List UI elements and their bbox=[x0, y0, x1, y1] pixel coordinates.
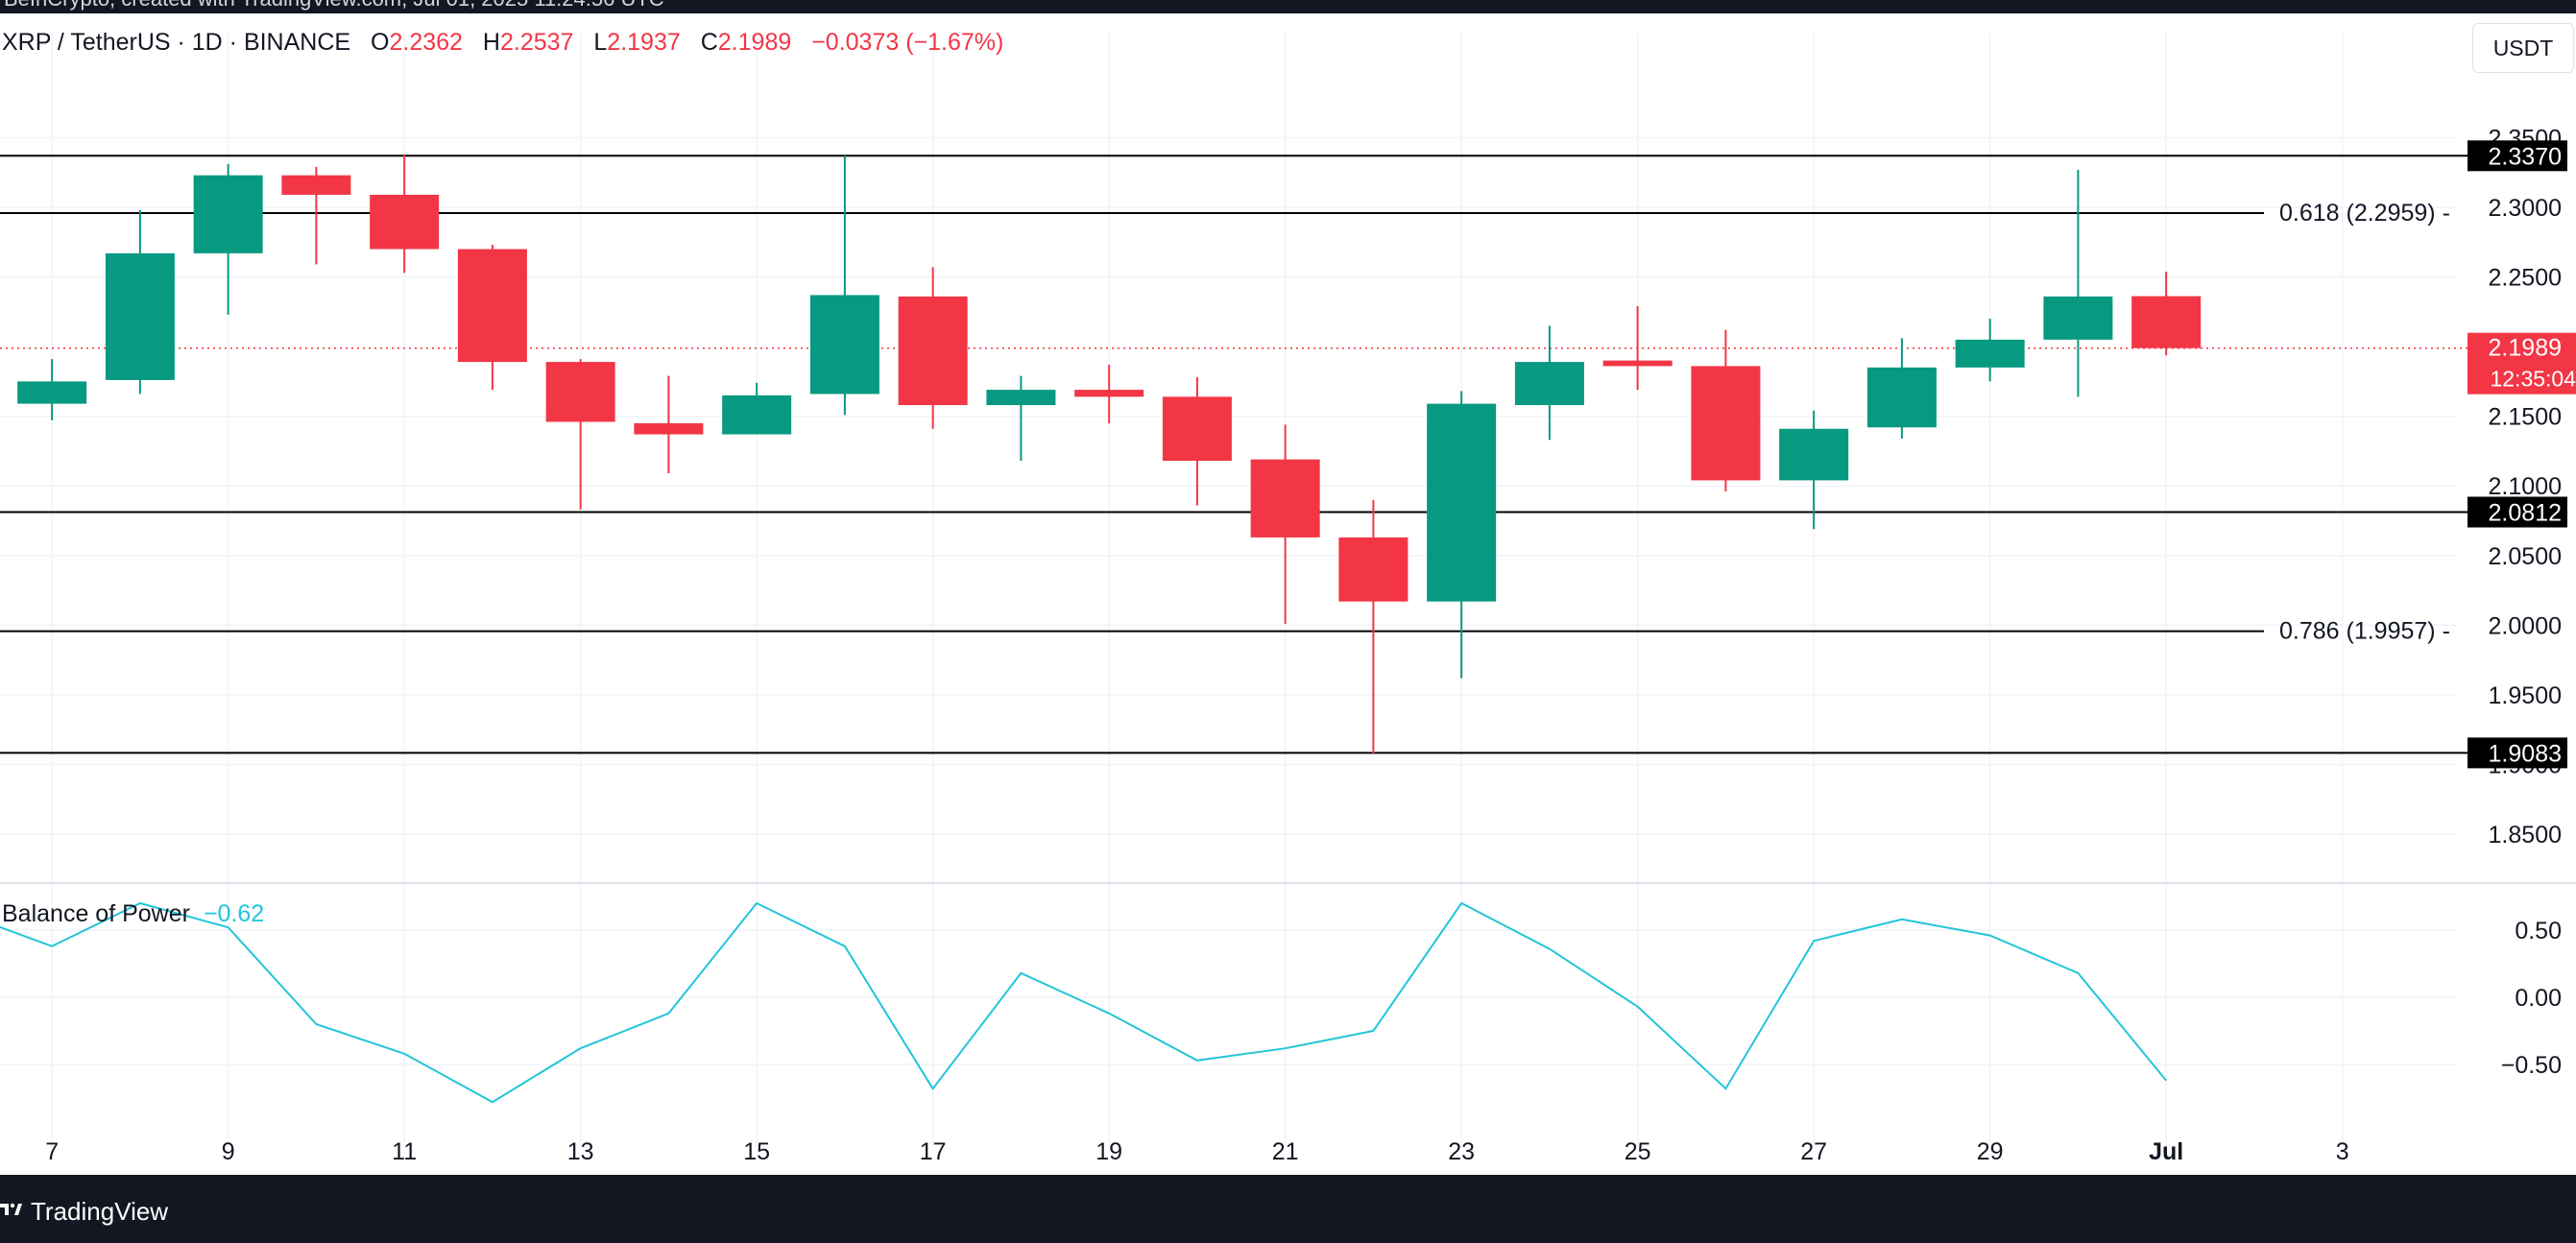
price-tick-label: 2.1000 bbox=[2489, 473, 2562, 500]
time-tick-label: 7 bbox=[45, 1138, 59, 1165]
candle-body bbox=[193, 175, 263, 253]
time-tick-label: 19 bbox=[1095, 1138, 1122, 1165]
low-label: L bbox=[593, 29, 608, 56]
price-tick-label: 1.9500 bbox=[2489, 682, 2562, 709]
time-axis: 7 9 11 13 15 17 19 21 23 25 27 29 Jul 3 bbox=[45, 1138, 2348, 1165]
candle-body bbox=[634, 422, 704, 435]
fib-level-label: 0.618 (2.2959) - bbox=[2279, 200, 2450, 227]
candle-body bbox=[1514, 362, 1584, 406]
fib-level-label: 0.786 (1.9957) - bbox=[2279, 618, 2450, 645]
time-tick-label: 3 bbox=[2336, 1138, 2349, 1165]
candle-body bbox=[1074, 390, 1144, 397]
open-value: 2.2362 bbox=[389, 29, 463, 56]
tradingview-brand[interactable]: TradingView bbox=[31, 1197, 169, 1226]
candle-body bbox=[545, 362, 615, 422]
price-tick-label: 1.8500 bbox=[2489, 822, 2562, 849]
time-tick-label: 27 bbox=[1800, 1138, 1827, 1165]
price-tick-label: 2.3000 bbox=[2489, 195, 2562, 222]
level-badge bbox=[2468, 496, 2567, 528]
price-tick-label: 2.2500 bbox=[2489, 265, 2562, 292]
time-tick-label: 15 bbox=[743, 1138, 770, 1165]
high-value: 2.2537 bbox=[499, 29, 574, 56]
change-value: −0.0373 (−1.67%) bbox=[811, 29, 1004, 56]
bop-tick-label: 0.00 bbox=[2515, 985, 2562, 1012]
candle-body bbox=[722, 394, 792, 435]
candle-body bbox=[1866, 367, 1937, 428]
time-tick-label: 21 bbox=[1272, 1138, 1299, 1165]
symbol-legend: XRP / TetherUS · 1D · BINANCE O2.2362 H2… bbox=[2, 29, 1017, 57]
countdown-text: 12:35:04 bbox=[2490, 367, 2576, 392]
chart-canvas[interactable]: 0.618 (2.2959) -0.786 (1.9957) - 2.35002… bbox=[0, 13, 2576, 1175]
price-tick-label: 2.0500 bbox=[2489, 543, 2562, 570]
time-tick-label: 29 bbox=[1977, 1138, 2004, 1165]
price-tick-label: 2.1500 bbox=[2489, 404, 2562, 431]
footer-bar: TradingView bbox=[0, 1175, 2576, 1243]
candle-body bbox=[1338, 537, 1408, 602]
candle-body bbox=[17, 381, 87, 404]
close-label: C bbox=[700, 29, 718, 56]
current-price-badge bbox=[2468, 332, 2576, 394]
tradingview-logo-icon bbox=[0, 1203, 22, 1215]
candle-body bbox=[2131, 296, 2202, 348]
candle-body bbox=[1955, 339, 2025, 368]
candle-body bbox=[809, 295, 879, 394]
candle-body bbox=[1162, 396, 1232, 462]
time-tick-label: 23 bbox=[1448, 1138, 1475, 1165]
candle-body bbox=[370, 194, 440, 250]
candle-body bbox=[1427, 403, 1497, 602]
watermark-text: BeInCrypto, created with TradingView.com… bbox=[4, 0, 664, 12]
level-badge-text: 1.9083 bbox=[2489, 740, 2562, 767]
close-value: 2.1989 bbox=[717, 29, 792, 56]
bop-tick-label: 0.50 bbox=[2515, 918, 2562, 944]
bop-tick-label: −0.50 bbox=[2501, 1052, 2562, 1079]
balance-of-power-pane bbox=[0, 901, 2167, 1104]
current-price-text: 2.1989 bbox=[2489, 335, 2562, 362]
level-badge bbox=[2468, 737, 2567, 769]
candle-body bbox=[105, 252, 175, 380]
low-value: 2.1937 bbox=[607, 29, 681, 56]
candle-body bbox=[1779, 428, 1849, 481]
horizontal-levels: 0.618 (2.2959) - 0.786 (1.9957) - bbox=[0, 155, 2468, 754]
candles bbox=[17, 154, 2202, 753]
time-tick-label: 9 bbox=[222, 1138, 235, 1165]
candle-body bbox=[1602, 360, 1673, 367]
time-tick-label: 11 bbox=[392, 1138, 417, 1165]
time-tick-label: 13 bbox=[567, 1138, 594, 1165]
candle-body bbox=[457, 249, 527, 363]
level-badge-text: 2.0812 bbox=[2489, 500, 2562, 527]
price-axis: 2.35002.30002.25002.15002.10002.05002.00… bbox=[2489, 125, 2562, 1079]
time-tick-label: 25 bbox=[1625, 1138, 1651, 1165]
candle-body bbox=[898, 296, 968, 406]
time-tick-label: Jul bbox=[2149, 1138, 2183, 1165]
candle-body bbox=[2043, 296, 2113, 340]
candle-body bbox=[986, 390, 1056, 406]
bop-line bbox=[0, 901, 2167, 1104]
high-label: H bbox=[482, 29, 500, 56]
level-badge-text: 2.3370 bbox=[2489, 143, 2562, 170]
bop-value: −0.62 bbox=[203, 900, 265, 927]
price-tick-label: 2.0000 bbox=[2489, 612, 2562, 639]
candle-body bbox=[1691, 366, 1761, 481]
grid-lines bbox=[0, 33, 2576, 1147]
bop-title[interactable]: Balance of Power bbox=[2, 900, 190, 927]
bop-legend: Balance of Power −0.62 bbox=[2, 900, 264, 928]
candle-body bbox=[1250, 459, 1320, 538]
candle-body bbox=[281, 175, 351, 195]
price-badges: 2.3370 2.0812 1.9083 2.1989 12:35:04 bbox=[2468, 140, 2576, 769]
symbol-name[interactable]: XRP / TetherUS · 1D · BINANCE bbox=[2, 29, 351, 56]
open-label: O bbox=[371, 29, 390, 56]
top-bar: BeInCrypto, created with TradingView.com… bbox=[0, 0, 2576, 13]
level-badge bbox=[2468, 140, 2567, 172]
currency-button[interactable]: USDT bbox=[2472, 23, 2574, 73]
time-tick-label: 17 bbox=[920, 1138, 947, 1165]
